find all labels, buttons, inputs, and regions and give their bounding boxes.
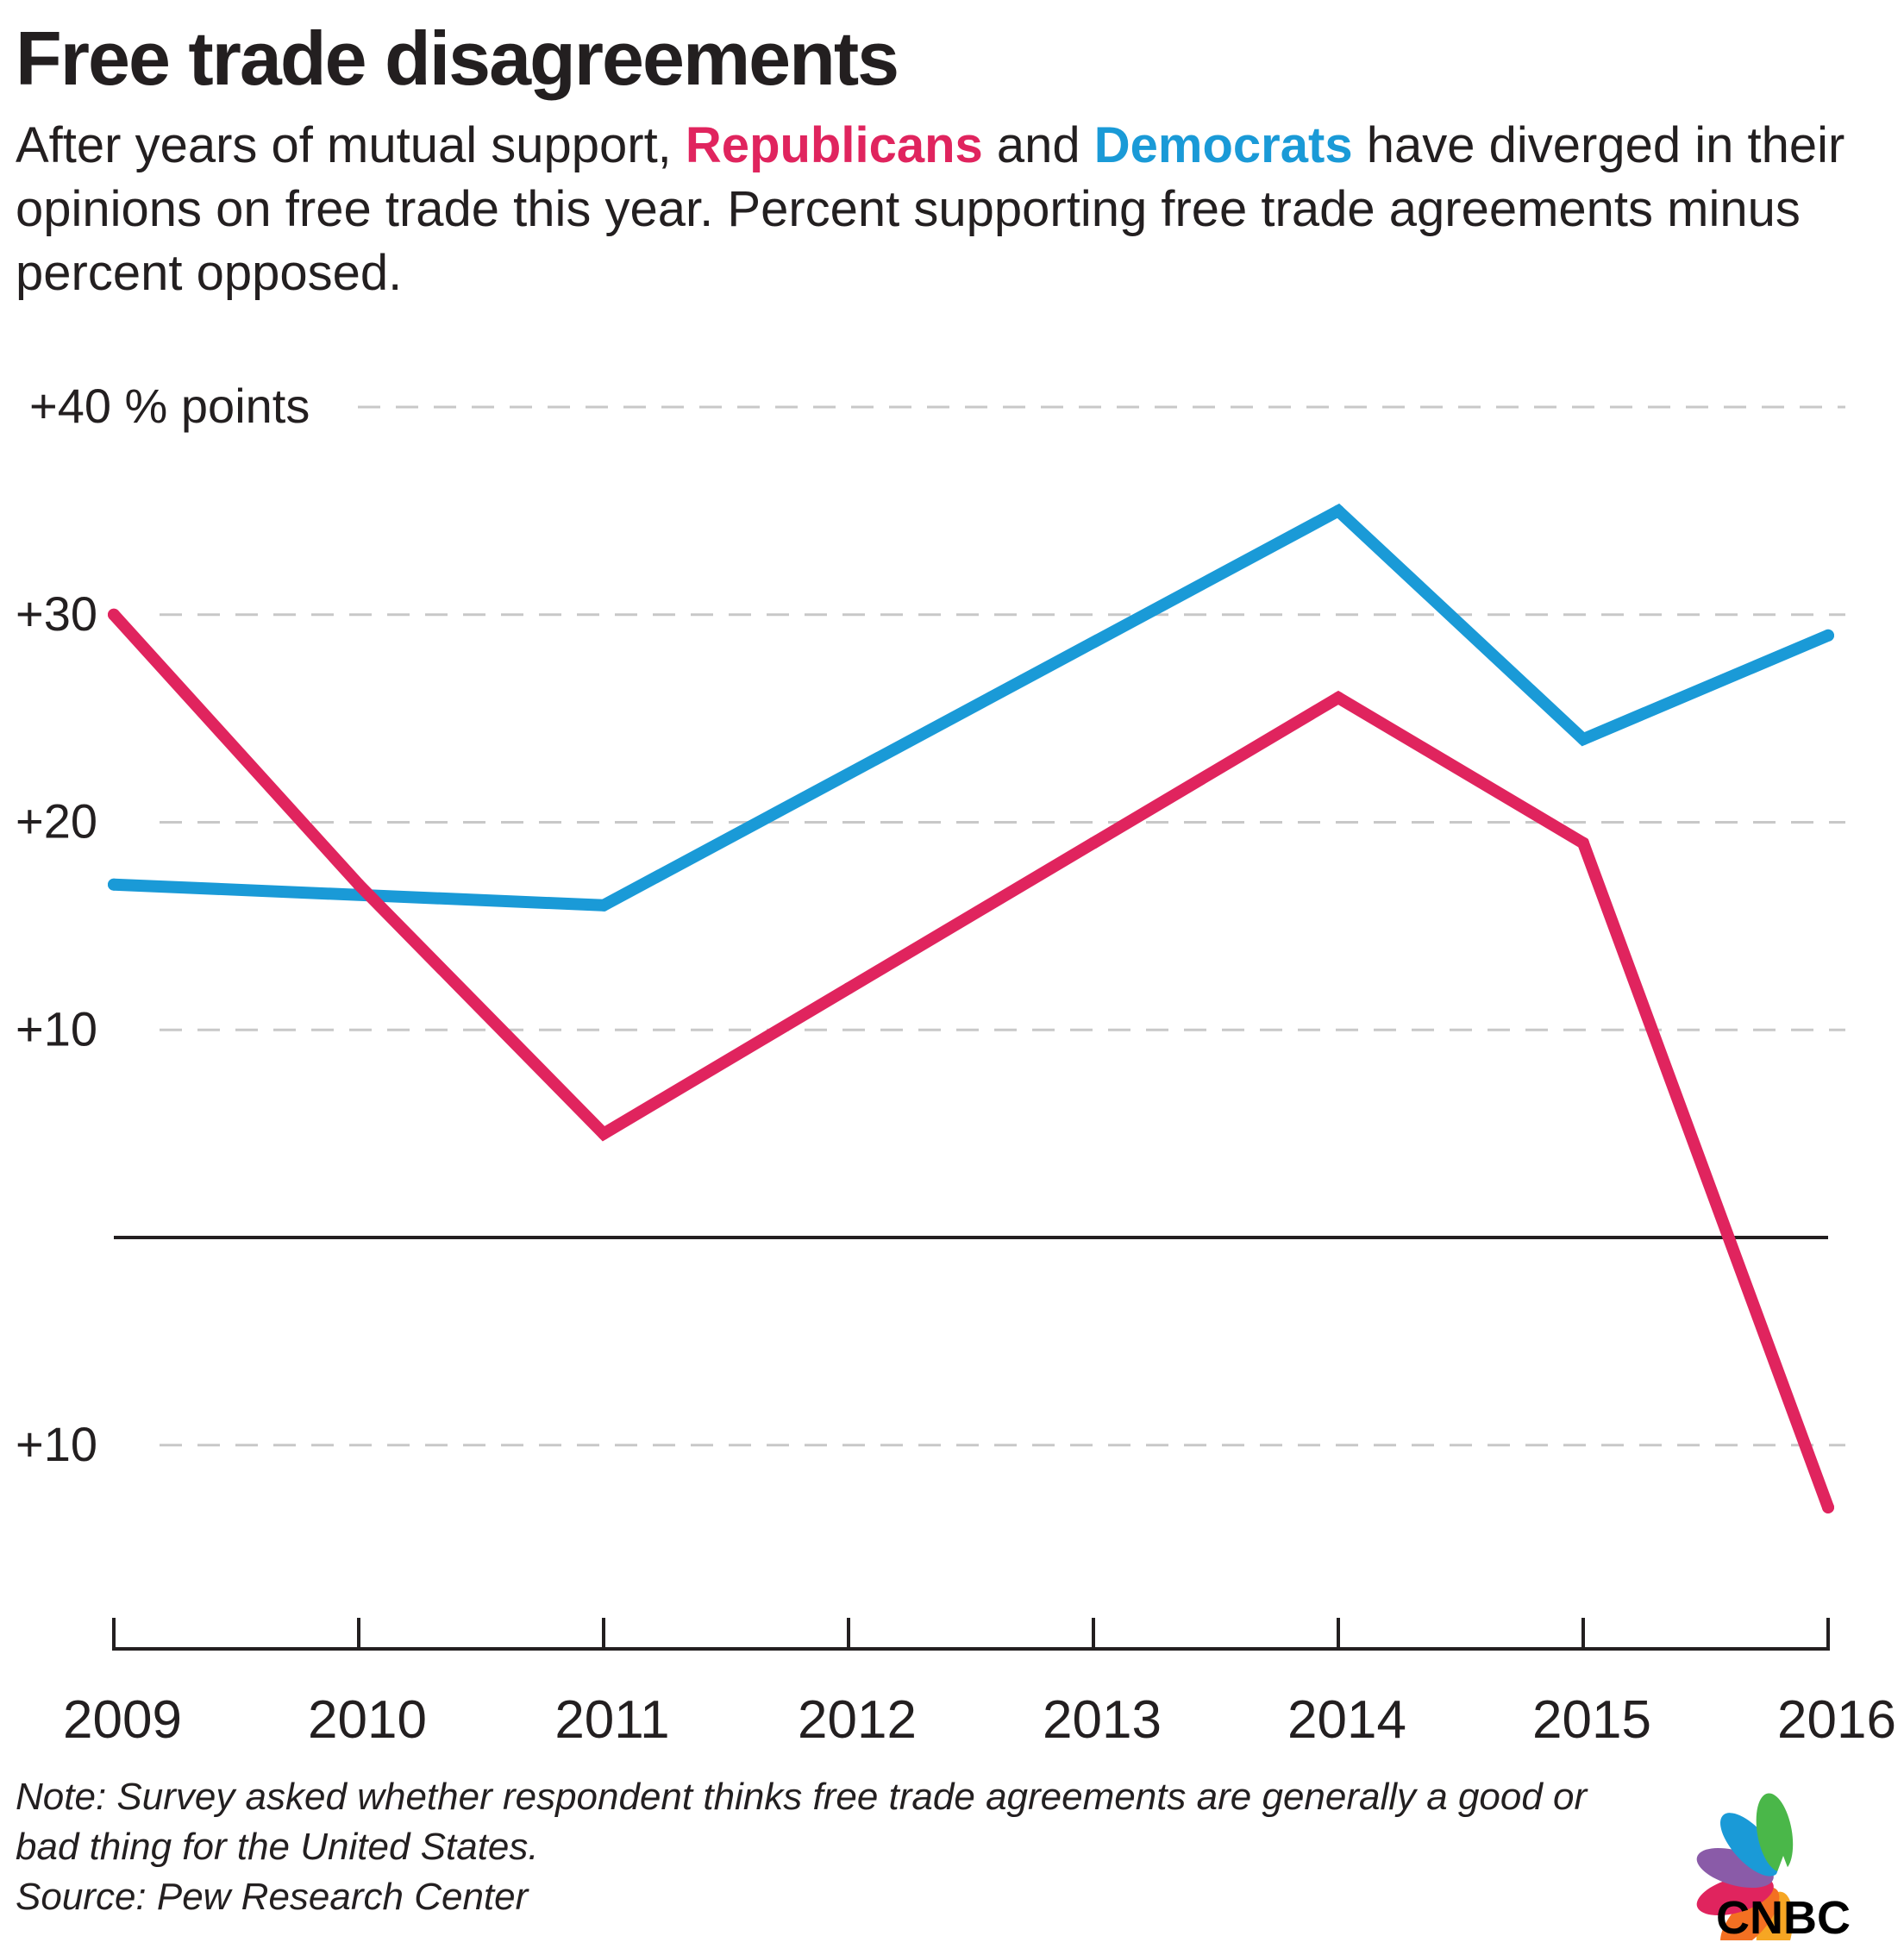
subtitle-republicans: Republicans (685, 117, 983, 173)
y-tick-label: +30 (16, 586, 97, 641)
chart-title: Free trade disagreements (16, 16, 899, 101)
y-tick-label: +10 (16, 1417, 97, 1471)
subtitle-prefix: After years of mutual support, (16, 117, 686, 173)
subtitle-democrats: Democrats (1093, 117, 1353, 173)
data-point-democrats (598, 899, 610, 912)
chart-footer: Note: Survey asked whether respondent th… (16, 1772, 1654, 1922)
y-tick-label: +40 % points (29, 379, 310, 433)
data-point-republicans (1087, 837, 1099, 849)
data-point-republicans (108, 608, 120, 621)
data-point-democrats (1822, 629, 1834, 642)
cnbc-logo-text: CNBC (1716, 1892, 1851, 1940)
chart-source: Source: Pew Research Center (16, 1876, 529, 1918)
x-tick-label: 2015 (1532, 1690, 1651, 1750)
data-point-republicans (1577, 837, 1589, 849)
peacock-feather (1756, 1793, 1794, 1872)
x-tick-label: 2011 (554, 1690, 669, 1750)
subtitle-and: and (982, 117, 1094, 173)
peacock-icon (1696, 1793, 1794, 1940)
x-tick-label: 2014 (1287, 1690, 1406, 1750)
data-point-republicans (842, 982, 855, 995)
x-tick-label: 2010 (308, 1690, 427, 1750)
peacock-body (1773, 1856, 1794, 1883)
data-point-republicans (1822, 1501, 1834, 1513)
data-point-republicans (598, 1127, 610, 1140)
series-line-republicans (108, 608, 1834, 1513)
subtitle-suffix: have diverged in their opinions on free … (16, 117, 1845, 301)
x-tick-label: 2012 (798, 1690, 917, 1750)
data-point-democrats (1332, 504, 1344, 517)
x-tick-label: 2016 (1777, 1690, 1896, 1750)
series-line-democrats (108, 503, 1834, 912)
y-tick-label: +20 (16, 794, 97, 849)
chart-note: Note: Survey asked whether respondent th… (16, 1776, 1588, 1868)
data-point-republicans (1332, 692, 1344, 705)
x-tick-label: 2013 (1043, 1690, 1162, 1750)
peacock-feather (1720, 1887, 1780, 1940)
x-tick-label: 2009 (63, 1690, 182, 1750)
data-point-democrats (108, 878, 120, 891)
data-point-democrats (1577, 733, 1589, 746)
y-tick-label: +10 (16, 1001, 97, 1056)
peacock-feather (1720, 1813, 1780, 1877)
data-point-republicans (353, 878, 365, 891)
cnbc-logo: CNBC (1696, 1793, 1851, 1940)
chart-subtitle: After years of mutual support, Republica… (16, 114, 1870, 305)
